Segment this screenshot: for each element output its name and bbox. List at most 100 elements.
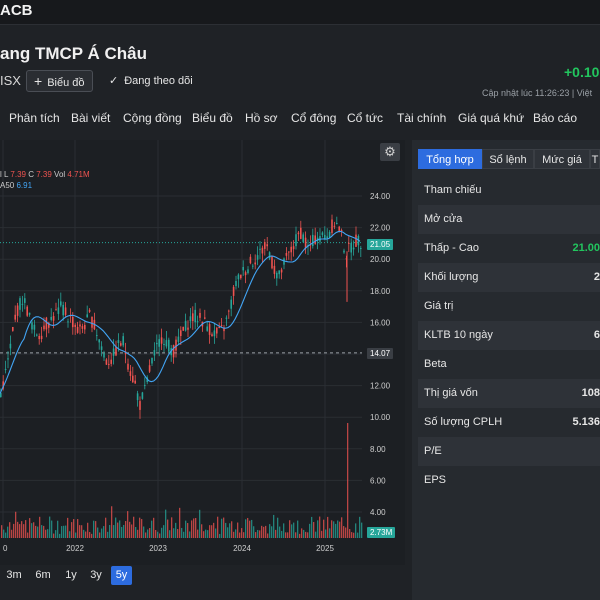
candle-body [184,320,187,331]
candle-body [96,335,98,337]
nav-articles[interactable]: Bài viết [71,111,111,125]
volume-bar [33,522,35,538]
add-chart-button[interactable]: + Biểu đồ [26,70,93,92]
y-tick-label: 10.00 [370,413,391,422]
plus-icon: + [34,73,43,89]
volume-bar [223,517,225,538]
ohlc-legend: l L 7.39 C 7.39 Vol 4.71M [0,170,90,179]
volume-bar [229,523,231,538]
volume-bar [319,516,321,538]
volume-bar [151,520,153,538]
volume-bar [147,529,149,538]
volume-bar [125,521,127,538]
candle-body [0,393,2,398]
volume-bar [161,527,163,538]
volume-bar [87,522,89,538]
volume-bar [139,517,141,538]
volume-bar [253,526,255,538]
candle-body [81,326,84,329]
nav-profile[interactable]: Hồ sơ [245,111,278,125]
candle-body [240,274,242,279]
volume-bar [141,519,143,538]
volume-bar [57,520,59,538]
volume-bar [189,531,191,538]
candle-body [52,316,55,321]
nav-shareholders[interactable]: Cổ đông [291,111,337,125]
volume-bar [119,520,121,538]
stat-label: Tham chiếu [424,184,482,196]
candle-body [316,237,319,242]
volume-bar [41,525,43,538]
candle-body [76,326,79,333]
volume-bar [105,517,107,538]
nav-reports[interactable]: Báo cáo [533,111,578,125]
nav-chart[interactable]: Biểu đồ [192,111,233,125]
range-3m[interactable]: 3m [6,569,22,581]
nav-community[interactable]: Cộng đồng [123,111,182,125]
volume-bar [37,526,39,538]
y-tick-label: 18.00 [370,287,391,296]
volume-bar [239,532,241,538]
candle-body [168,339,170,352]
volume-bar [191,520,193,538]
ref-price-tag: 14.07 [367,348,394,359]
range-5y[interactable]: 5y [111,566,132,585]
chart-settings-icon[interactable]: ⚙ [380,143,400,161]
follow-button[interactable]: ✓ Đang theo dõi [109,74,193,87]
volume-bar [321,530,323,538]
volume-bar [215,528,217,538]
candle-body [280,269,283,273]
volume-bar [127,511,129,538]
last-price-tag: 21.05 [367,239,394,250]
x-tick-label: 2024 [233,544,251,553]
volume-bar [209,525,211,538]
y-tick-label: 12.00 [370,382,391,391]
candle-body [196,321,199,323]
volume-bar [333,521,335,538]
volume-bar [47,529,49,538]
tab-summary[interactable]: Tổng hợp [418,149,482,169]
stat-value: 5.136 [572,416,600,428]
volume-bar [245,519,247,538]
candle-body [148,365,151,372]
tab-more[interactable]: T [590,149,600,169]
tab-order-book[interactable]: Sổ lệnh [482,149,534,169]
volume-bar [39,516,41,538]
candle-body [194,309,196,323]
candle-body [4,368,7,371]
candle-body [340,229,343,232]
candle-body [328,231,331,238]
nav-financials[interactable]: Tài chính [397,111,447,125]
nav-price-history[interactable]: Giá quá khứ [458,111,525,125]
volume-bar [89,532,91,538]
candle-body [62,304,64,316]
volume-bar [213,522,215,538]
candle-body [16,305,19,316]
stat-value: 21.00 [572,242,600,254]
candle-body [355,234,357,247]
candle-body [199,312,201,318]
nav-dividends[interactable]: Cổ tức [347,111,384,125]
candle-body [225,317,228,319]
candle-body [21,303,24,305]
stat-shares-outstanding: Số lượng CPLH 5.136 [418,408,600,437]
volume-bar [59,533,61,538]
range-1y[interactable]: 1y [65,569,77,581]
volume-tag: 2.73M [367,527,396,538]
volume-bar [273,514,275,538]
price-chart[interactable]: 24.0022.0020.0018.0016.0014.0012.0010.00… [0,140,405,565]
volume-bar [335,523,337,538]
volume-bar [309,523,311,538]
nav-analysis[interactable]: Phân tích [9,111,60,125]
volume-bar [123,524,125,538]
range-6m[interactable]: 6m [35,569,51,581]
candle-body [72,316,74,328]
tab-price-levels[interactable]: Mức giá [534,149,590,169]
range-3y[interactable]: 3y [90,569,102,581]
volume-bar [353,532,355,538]
candle-body [43,325,45,330]
volume-bar [43,525,45,538]
stat-label: Giá trị [424,300,454,312]
candle-body [74,324,76,327]
updated-time: Cập nhật lúc 11:26:23 | Việt [482,88,593,98]
